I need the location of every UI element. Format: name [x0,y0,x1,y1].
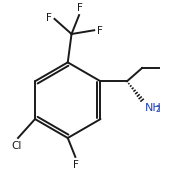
Text: NH: NH [145,103,162,113]
Text: F: F [77,3,83,13]
Text: F: F [97,26,103,36]
Text: Cl: Cl [11,141,21,151]
Text: F: F [73,160,79,170]
Text: F: F [46,13,52,23]
Text: 2: 2 [155,105,160,114]
